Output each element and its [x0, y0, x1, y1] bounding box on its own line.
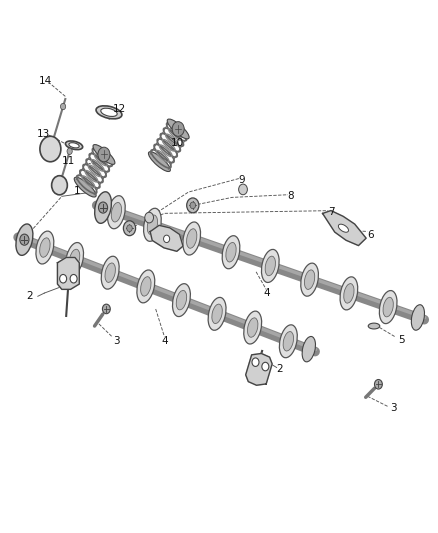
Ellipse shape — [379, 290, 397, 324]
Text: 12: 12 — [113, 103, 126, 114]
Ellipse shape — [247, 318, 258, 337]
Ellipse shape — [141, 277, 151, 296]
Circle shape — [172, 122, 184, 136]
Ellipse shape — [183, 222, 201, 255]
Text: 8: 8 — [287, 191, 294, 201]
Ellipse shape — [95, 192, 111, 223]
Ellipse shape — [173, 284, 191, 317]
Ellipse shape — [176, 290, 187, 310]
Ellipse shape — [167, 119, 189, 139]
Text: 3: 3 — [390, 403, 397, 414]
Ellipse shape — [96, 106, 122, 119]
Ellipse shape — [244, 311, 261, 344]
Circle shape — [40, 136, 61, 161]
Text: 7: 7 — [328, 207, 335, 217]
Circle shape — [98, 147, 110, 162]
Circle shape — [124, 221, 136, 236]
Text: 5: 5 — [398, 335, 405, 345]
Ellipse shape — [339, 224, 349, 232]
Circle shape — [127, 225, 132, 231]
Text: 4: 4 — [161, 336, 168, 346]
Circle shape — [52, 176, 67, 195]
Ellipse shape — [212, 304, 223, 324]
Ellipse shape — [101, 108, 117, 116]
Text: 1: 1 — [74, 186, 81, 196]
Circle shape — [163, 235, 170, 243]
Ellipse shape — [111, 203, 121, 222]
Ellipse shape — [144, 208, 161, 241]
Ellipse shape — [137, 270, 155, 303]
Circle shape — [70, 274, 77, 283]
Text: 10: 10 — [171, 138, 184, 148]
Text: 2: 2 — [276, 364, 283, 374]
Circle shape — [190, 202, 195, 209]
Text: 6: 6 — [367, 230, 374, 240]
Circle shape — [262, 362, 269, 371]
Ellipse shape — [36, 231, 54, 264]
Ellipse shape — [340, 277, 358, 310]
Ellipse shape — [65, 141, 83, 150]
Ellipse shape — [74, 177, 96, 197]
Circle shape — [20, 234, 29, 245]
Ellipse shape — [108, 196, 125, 229]
Text: 14: 14 — [39, 77, 52, 86]
Polygon shape — [150, 225, 183, 251]
Ellipse shape — [265, 256, 276, 276]
Ellipse shape — [222, 236, 240, 269]
Circle shape — [60, 103, 66, 110]
Ellipse shape — [411, 305, 424, 330]
Polygon shape — [57, 257, 79, 289]
Polygon shape — [246, 353, 272, 385]
Circle shape — [99, 202, 108, 213]
Ellipse shape — [93, 144, 115, 164]
Text: 9: 9 — [238, 175, 245, 185]
Circle shape — [145, 212, 153, 223]
Ellipse shape — [279, 325, 297, 358]
Ellipse shape — [226, 243, 236, 262]
Ellipse shape — [368, 323, 380, 329]
Ellipse shape — [69, 143, 79, 148]
Text: 13: 13 — [37, 128, 50, 139]
Circle shape — [374, 379, 382, 389]
Text: 4: 4 — [264, 288, 270, 298]
Circle shape — [187, 198, 199, 213]
Text: 3: 3 — [113, 336, 120, 346]
Ellipse shape — [105, 263, 115, 282]
Polygon shape — [323, 211, 366, 246]
Ellipse shape — [40, 238, 50, 257]
Ellipse shape — [301, 263, 318, 296]
Circle shape — [60, 274, 67, 283]
Circle shape — [102, 304, 110, 314]
Ellipse shape — [66, 243, 84, 276]
Text: 11: 11 — [62, 156, 75, 166]
Ellipse shape — [283, 332, 293, 351]
Ellipse shape — [16, 224, 33, 255]
Ellipse shape — [302, 336, 315, 362]
Ellipse shape — [101, 256, 119, 289]
Ellipse shape — [187, 229, 197, 248]
Ellipse shape — [261, 249, 279, 282]
Ellipse shape — [208, 297, 226, 330]
Text: 2: 2 — [26, 291, 32, 301]
Ellipse shape — [304, 270, 315, 289]
Ellipse shape — [383, 297, 393, 317]
Circle shape — [239, 184, 247, 195]
Ellipse shape — [69, 249, 80, 269]
Circle shape — [252, 358, 259, 367]
Ellipse shape — [148, 152, 170, 172]
Ellipse shape — [344, 284, 354, 303]
Circle shape — [67, 148, 72, 155]
Ellipse shape — [147, 215, 158, 235]
